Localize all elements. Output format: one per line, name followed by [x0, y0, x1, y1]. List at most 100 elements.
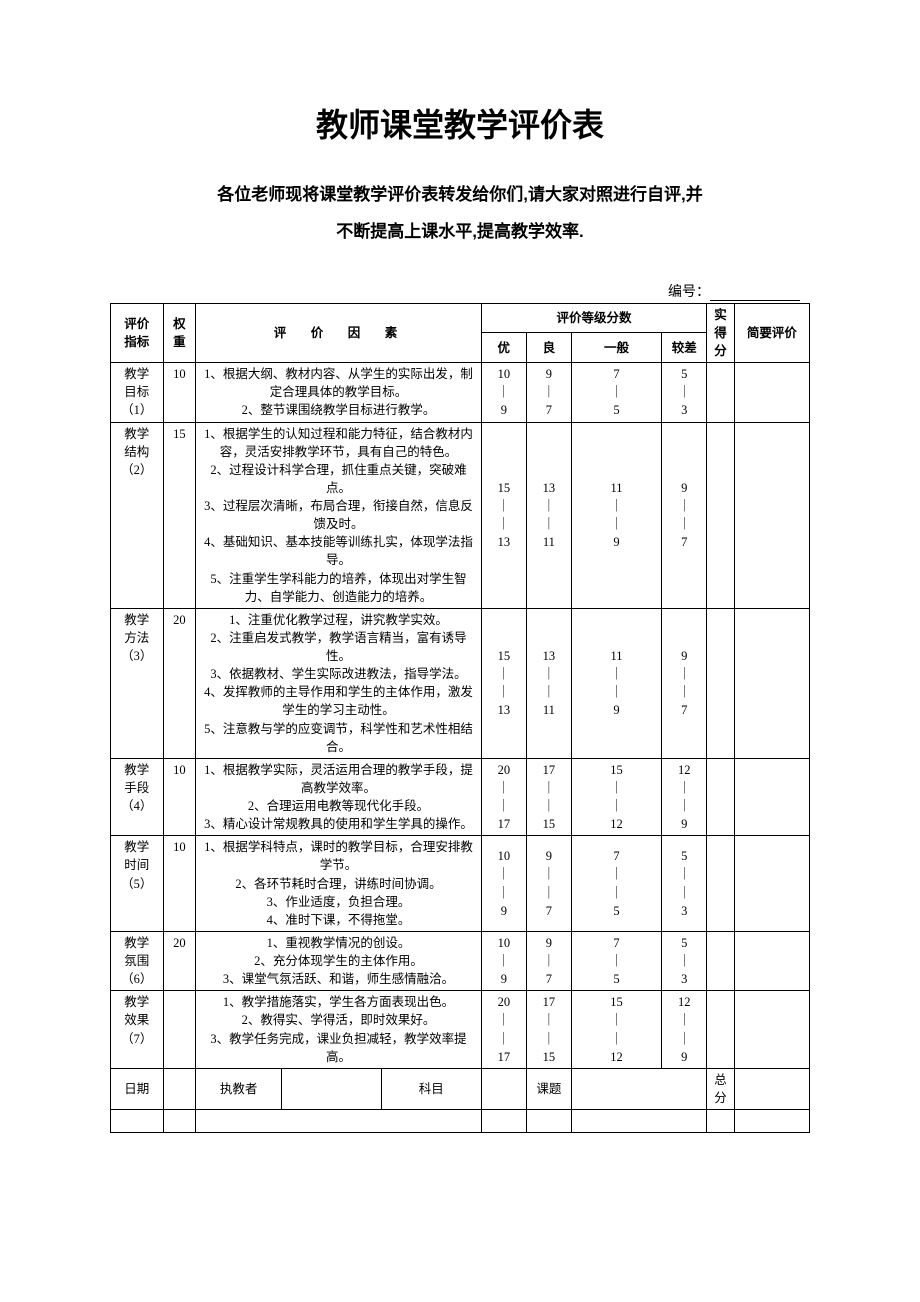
score-average: 7｜｜5 — [571, 836, 661, 932]
ftr-topic-label: 课题 — [526, 1068, 571, 1109]
comment-cell[interactable] — [734, 758, 809, 836]
ftr2-c5[interactable] — [526, 1110, 571, 1133]
comment-cell[interactable] — [734, 608, 809, 758]
factor-item: 3、课堂气氛活跃、和谐，师生感情融洽。 — [199, 970, 478, 988]
weight-cell: 20 — [163, 931, 196, 990]
factor-item: 4、发挥教师的主导作用和学生的主体作用，激发学生的学习主动性。 — [199, 683, 478, 719]
factor-item: 4、准时下课，不得拖堂。 — [199, 911, 478, 929]
footer-row-1: 日期 执教者 科目 课题 总分 — [111, 1068, 810, 1109]
factor-item: 1、根据学生的认知过程和能力特征，结合教材内容，灵活安排教学环节，具有自己的特色… — [199, 425, 478, 461]
score-average: 7｜5 — [571, 363, 661, 422]
score-excellent: 20｜｜17 — [481, 991, 526, 1069]
score-average: 7｜5 — [571, 931, 661, 990]
factor-item: 1、根据大纲、教材内容、从学生的实际出发，制定合理具体的教学目标。 — [199, 365, 478, 401]
comment-cell[interactable] — [734, 422, 809, 608]
score-poor: 12｜｜9 — [662, 758, 707, 836]
score-excellent: 15｜｜13 — [481, 608, 526, 758]
hdr-excellent: 优 — [481, 333, 526, 363]
ftr2-c8[interactable] — [734, 1110, 809, 1133]
score-excellent: 10｜｜9 — [481, 836, 526, 932]
ftr-total-value[interactable] — [734, 1068, 809, 1109]
table-row: 教学结构（2）151、根据学生的认知过程和能力特征，结合教材内容，灵活安排教学环… — [111, 422, 810, 608]
score-good: 9｜｜7 — [526, 836, 571, 932]
score-poor: 5｜3 — [662, 931, 707, 990]
ftr-date-value[interactable] — [163, 1068, 196, 1109]
factors-cell: 1、根据大纲、教材内容、从学生的实际出发，制定合理具体的教学目标。2、整节课围绕… — [196, 363, 482, 422]
factor-item: 1、根据学科特点，课时的教学目标，合理安排教学节。 — [199, 838, 478, 874]
indicator-cell: 教学手段（4） — [111, 758, 164, 836]
ftr2-c4[interactable] — [481, 1110, 526, 1133]
factor-item: 3、过程层次清晰，布局合理，衔接自然，信息反馈及时。 — [199, 497, 478, 533]
factor-item: 1、重视教学情况的创设。 — [199, 934, 478, 952]
ftr2-c6[interactable] — [571, 1110, 706, 1133]
factor-item: 3、精心设计常规教具的使用和学生学具的操作。 — [199, 815, 478, 833]
factor-item: 3、教学任务完成，课业负担减轻，教学效率提高。 — [199, 1030, 478, 1066]
comment-cell[interactable] — [734, 363, 809, 422]
weight-cell: 15 — [163, 422, 196, 608]
score-poor: 9｜｜7 — [662, 422, 707, 608]
score-excellent: 15｜｜13 — [481, 422, 526, 608]
score-excellent: 20｜｜17 — [481, 758, 526, 836]
ftr-teacher-value[interactable] — [282, 1069, 382, 1109]
indicator-cell: 教学方法（3） — [111, 608, 164, 758]
factor-item: 5、注意教与学的应变调节，科学性和艺术性相结合。 — [199, 720, 478, 756]
factor-item: 4、基础知识、基本技能等训练扎实，体现学法指导。 — [199, 533, 478, 569]
factor-item: 3、依据教材、学生实际改进教法，指导学法。 — [199, 665, 478, 683]
weight-cell — [163, 991, 196, 1069]
score-poor: 5｜｜3 — [662, 836, 707, 932]
ftr-subject-value[interactable] — [481, 1068, 526, 1109]
table-row: 教学方法（3）201、注重优化教学过程，讲究教学实效。2、注重启发式教学，教学语… — [111, 608, 810, 758]
ftr-teacher-cell: 执教者 科目 — [196, 1068, 482, 1109]
weight-cell: 10 — [163, 758, 196, 836]
ftr-subject-label: 科目 — [381, 1069, 481, 1109]
factor-item: 2、注重启发式教学，教学语言精当，富有诱导性。 — [199, 629, 478, 665]
score-average: 15｜｜12 — [571, 991, 661, 1069]
actual-score-cell[interactable] — [707, 836, 735, 932]
actual-score-cell[interactable] — [707, 991, 735, 1069]
ftr-teacher-subtable: 执教者 科目 — [196, 1069, 481, 1109]
document-number-row: 编号： — [110, 281, 810, 301]
hdr-actual: 实得分 — [707, 303, 735, 362]
factors-cell: 1、重视教学情况的创设。2、充分体现学生的主体作用。3、课堂气氛活跃、和谐，师生… — [196, 931, 482, 990]
docnum-blank — [710, 300, 800, 301]
table-row: 教学时间（5）101、根据学科特点，课时的教学目标，合理安排教学节。2、各环节耗… — [111, 836, 810, 932]
indicator-cell: 教学结构（2） — [111, 422, 164, 608]
factor-item: 1、根据教学实际，灵活运用合理的教学手段，提高教学效率。 — [199, 761, 478, 797]
actual-score-cell[interactable] — [707, 422, 735, 608]
actual-score-cell[interactable] — [707, 608, 735, 758]
score-good: 9｜7 — [526, 931, 571, 990]
actual-score-cell[interactable] — [707, 931, 735, 990]
hdr-factors: 评 价 因 素 — [196, 303, 482, 362]
score-good: 13｜｜11 — [526, 422, 571, 608]
hdr-poor: 较差 — [662, 333, 707, 363]
table-row: 教学效果（7）1、教学措施落实，学生各方面表现出色。2、教得实、学得活，即时效果… — [111, 991, 810, 1069]
table-row: 教学氛围（6）201、重视教学情况的创设。2、充分体现学生的主体作用。3、课堂气… — [111, 931, 810, 990]
weight-cell: 10 — [163, 363, 196, 422]
indicator-cell: 教学时间（5） — [111, 836, 164, 932]
comment-cell[interactable] — [734, 991, 809, 1069]
actual-score-cell[interactable] — [707, 758, 735, 836]
ftr2-c3[interactable] — [196, 1110, 482, 1133]
factor-item: 1、注重优化教学过程，讲究教学实效。 — [199, 611, 478, 629]
page-title: 教师课堂教学评价表 — [110, 100, 810, 146]
actual-score-cell[interactable] — [707, 363, 735, 422]
table-row: 教学目标（1）101、根据大纲、教材内容、从学生的实际出发，制定合理具体的教学目… — [111, 363, 810, 422]
factors-cell: 1、根据教学实际，灵活运用合理的教学手段，提高教学效率。2、合理运用电教等现代化… — [196, 758, 482, 836]
comment-cell[interactable] — [734, 836, 809, 932]
ftr2-c2[interactable] — [163, 1110, 196, 1133]
factor-item: 2、过程设计科学合理，抓住重点关键，突破难点。 — [199, 461, 478, 497]
ftr2-c1[interactable] — [111, 1110, 164, 1133]
comment-cell[interactable] — [734, 931, 809, 990]
factors-cell: 1、教学措施落实，学生各方面表现出色。2、教得实、学得活，即时效果好。3、教学任… — [196, 991, 482, 1069]
factors-cell: 1、根据学生的认知过程和能力特征，结合教材内容，灵活安排教学环节，具有自己的特色… — [196, 422, 482, 608]
score-good: 13｜｜11 — [526, 608, 571, 758]
page-container: 教师课堂教学评价表 各位老师现将课堂教学评价表转发给你们,请大家对照进行自评,并… — [0, 0, 920, 1193]
ftr2-c7[interactable] — [707, 1110, 735, 1133]
page-subtitle: 各位老师现将课堂教学评价表转发给你们,请大家对照进行自评,并 不断提高上课水平,… — [110, 176, 810, 251]
factor-item: 1、教学措施落实，学生各方面表现出色。 — [199, 993, 478, 1011]
ftr-topic-value[interactable] — [571, 1068, 706, 1109]
factor-item: 5、注重学生学科能力的培养，体现出对学生智力、自学能力、创造能力的培养。 — [199, 570, 478, 606]
factor-item: 2、合理运用电教等现代化手段。 — [199, 797, 478, 815]
ftr-teacher-label: 执教者 — [196, 1069, 281, 1109]
score-good: 17｜｜15 — [526, 991, 571, 1069]
